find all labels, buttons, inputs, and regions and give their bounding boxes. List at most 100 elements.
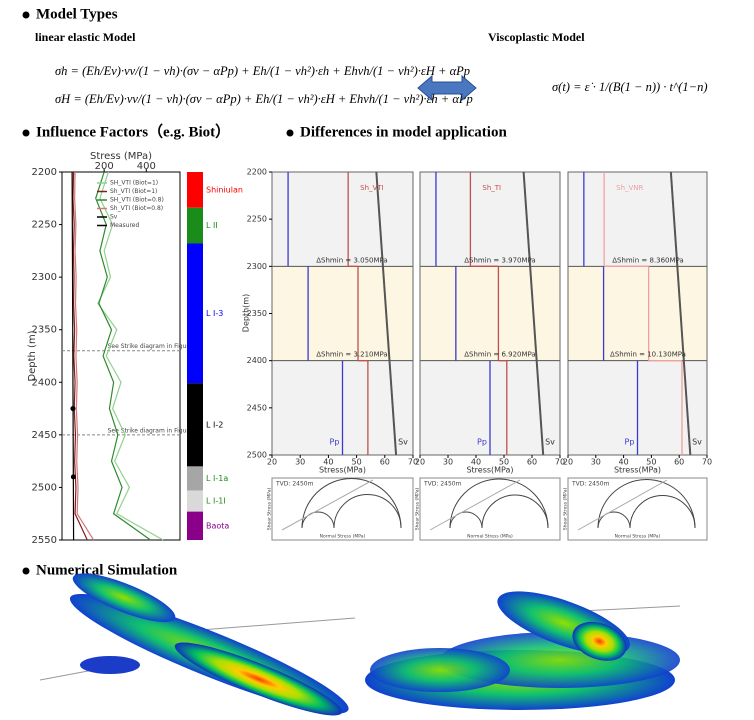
failure-line [429,479,521,531]
delta-label: ΔShmin = 8.360MPa [612,256,683,264]
mohr-circle [449,511,483,529]
pp-label: Pp [625,438,635,447]
sv-label: Sv [692,438,702,447]
formation-label: L I-3 [206,309,223,318]
axis-title: Stress (MPa) [90,151,152,162]
section-title: Model Types [36,6,118,22]
formation-label: L I-1I [206,497,226,506]
mohr-panel [419,477,561,541]
x-tick-label: 20 [563,458,573,467]
interval-band [420,266,560,361]
x-tick-label: 70 [408,458,418,467]
note: See Strike diagram in Figure [108,427,193,434]
x-tick-label: 50 [352,458,362,467]
mohr-circle [629,495,696,529]
mohr-axis: Shear Stress (MPa) [415,488,421,531]
x-tick-label: 30 [295,458,305,467]
mohr-axis: Normal Stress (MPa) [467,534,513,540]
simulation-left [39,573,356,716]
equation: σ(t) = ε̇ · 1/(B(1 − n)) · t^(1−n) [552,80,708,94]
y-tick-label: 2450 [32,430,57,441]
mohr-circle [301,511,335,529]
mohr-panel [567,477,708,541]
model-title: Viscoplastic Model [488,30,585,44]
bullet [22,11,30,19]
formation-label: L I-1a [206,474,228,483]
y-tick-label: 2400 [32,377,57,388]
formation [187,511,203,540]
formation-label: L II [206,221,218,230]
mohr-circle [333,494,402,529]
plume [72,573,176,623]
panel-name: Sh_VNR [616,184,643,192]
mohr-tvd: TVD: 2450m [275,481,314,488]
equation: σH = (Eh/Ev)·νv/(1 − νh)·(σv − αPp) + Eh… [55,92,473,106]
formation [187,243,203,384]
y-tick-label: 2250 [32,220,57,231]
mohr-circle [481,494,549,529]
failure-line [577,479,668,531]
axis-line [199,617,356,631]
interval-band [420,172,560,267]
mohr-circle [301,478,402,529]
formation [187,172,203,208]
y-tick-label: 2350 [247,309,267,318]
mohr-axis: Normal Stress (MPa) [615,534,661,540]
mohr-axis: Shear Stress (MPa) [563,488,569,531]
plume [174,642,343,716]
profile-line [97,171,164,541]
interval-band [272,266,413,361]
x-tick-label: 40 [323,458,333,467]
legend-label: Sh_VTI (Biot=1) [110,188,157,195]
x-tick-label: 400 [137,161,156,172]
failure-line [281,479,374,531]
formation [187,383,203,467]
sv-label: Sv [545,438,555,447]
x-tick-label: 60 [527,458,537,467]
axis-title: Stress(MPa) [466,466,513,475]
mohr-axis: Normal Stress (MPa) [320,534,366,540]
x-tick-label: 200 [95,161,114,172]
bullet [286,129,294,137]
legend-label: Sv [110,214,118,221]
x-tick-label: 30 [443,458,453,467]
mohr-circle [449,478,549,529]
interval-band [568,266,707,361]
plot-area [61,171,181,541]
plume [572,621,627,661]
formation-label: Baota [206,521,229,530]
plume [80,656,140,674]
bullet [22,129,30,137]
y-tick-label: 2350 [32,325,57,336]
y-tick-label: 2200 [32,167,57,178]
x-tick-label: 70 [555,458,565,467]
x-tick-label: 60 [674,458,684,467]
model-title: linear elastic Model [35,30,136,44]
x-tick-label: 50 [499,458,509,467]
note: See Strike diagram in Figure [108,343,193,350]
y-tick-label: 2450 [247,403,267,412]
sv-line [669,171,692,456]
x-tick-label: 20 [267,458,277,467]
profile-line [72,171,88,541]
axis-title: Stress(MPa) [319,466,366,475]
x-tick-label: 20 [415,458,425,467]
delta-label: ΔShmin = 10.130MPa [610,351,686,359]
delta-label: ΔShmin = 3.970MPa [464,256,535,264]
profile-line [74,171,95,541]
formation-label: L I-2 [206,420,223,429]
section-title: Influence Factors（e.g. Biot） [36,122,230,140]
axis-title: Stress(MPa) [614,466,661,475]
pp-label: Pp [477,438,487,447]
pp-label: Pp [330,438,340,447]
sv-label: Sv [398,438,408,447]
x-tick-label: 40 [619,458,629,467]
legend-label: Sh_VTI (Biot=0.8) [110,205,163,212]
y-tick-label: 2500 [247,451,267,460]
x-tick-label: 50 [646,458,656,467]
section-title: Differences in model application [300,124,507,140]
delta-label: ΔShmin = 3.050MPa [316,256,387,264]
formation-label: Shiniulan [206,185,243,194]
mohr-tvd: TVD: 2450m [571,481,610,488]
